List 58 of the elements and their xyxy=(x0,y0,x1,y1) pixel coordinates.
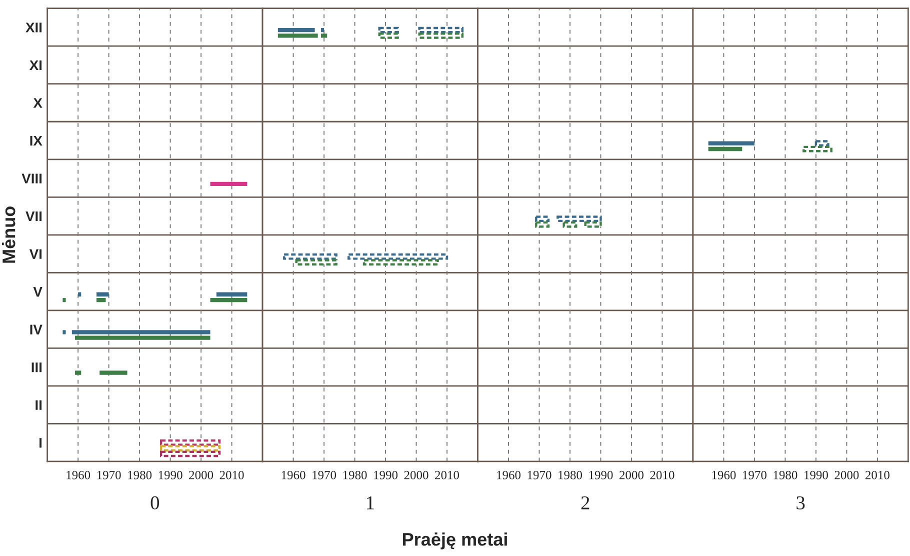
x-tick-label: 1970 xyxy=(528,470,552,480)
y-tick-label: IX xyxy=(30,136,42,146)
x-tick-label: 2000 xyxy=(189,470,214,480)
y-tick-label: VII xyxy=(26,212,42,222)
bar xyxy=(278,28,315,32)
y-tick-label: IV xyxy=(30,324,42,334)
x-tick-label: 1990 xyxy=(158,470,182,480)
y-tick-label: VIII xyxy=(22,174,42,184)
x-tick-label: 1980 xyxy=(128,470,152,480)
y-tick-label: III xyxy=(32,362,42,372)
bar xyxy=(62,330,66,334)
x-tick-label: 1980 xyxy=(774,470,798,480)
x-tick-label: 1960 xyxy=(497,470,521,480)
text: Praėję metai xyxy=(403,532,507,550)
x-tick-label: 1980 xyxy=(343,470,367,480)
x-tick-label: 2010 xyxy=(435,470,460,480)
y-tick-label: XII xyxy=(26,22,42,32)
x-axis-title: 0 xyxy=(150,496,160,510)
y-tick-label: II xyxy=(36,400,42,410)
x-tick-label: 2000 xyxy=(620,470,644,480)
bar xyxy=(320,28,324,32)
bar xyxy=(100,370,128,375)
x-tick-label: 1970 xyxy=(97,470,121,480)
bar xyxy=(96,292,109,296)
y-tick-label: X xyxy=(33,98,42,108)
bar xyxy=(72,330,210,334)
x-tick-label: 2010 xyxy=(650,470,674,480)
bar xyxy=(320,34,328,38)
x-tick-label: 1960 xyxy=(282,470,306,480)
x-tick-label: 1970 xyxy=(312,470,336,480)
x-tick-label: 1980 xyxy=(558,470,582,480)
bar xyxy=(96,298,106,302)
x-axis-title: 2 xyxy=(581,496,590,510)
x-axis-title: 1 xyxy=(366,496,374,510)
bar xyxy=(78,292,82,296)
x-tick-label: 2010 xyxy=(220,470,244,480)
x-tick-label: 2010 xyxy=(865,470,890,480)
y-tick-label: VI xyxy=(29,249,42,259)
x-axis-title: 3 xyxy=(796,496,805,510)
x-tick-label: 2000 xyxy=(404,470,428,480)
bar xyxy=(62,298,66,302)
y-tick-label: V xyxy=(33,287,42,297)
y-tick-label: XI xyxy=(29,60,42,70)
x-tick-label: 2000 xyxy=(834,470,859,480)
x-tick-label: 1960 xyxy=(66,470,90,480)
bar xyxy=(278,34,318,38)
x-tick-label: 1990 xyxy=(374,470,398,480)
bar xyxy=(216,292,248,296)
x-tick-label: 1960 xyxy=(712,470,736,480)
bar xyxy=(74,370,82,375)
x-tick-label: 1970 xyxy=(743,470,766,480)
bar xyxy=(74,336,210,340)
y-tick-label: I xyxy=(40,438,42,448)
y-axis-title: Mėnuo xyxy=(2,206,16,263)
bar xyxy=(210,182,248,186)
bar xyxy=(210,298,248,302)
x-tick-label: 1990 xyxy=(804,470,828,480)
x-tick-label: 1990 xyxy=(589,470,613,480)
